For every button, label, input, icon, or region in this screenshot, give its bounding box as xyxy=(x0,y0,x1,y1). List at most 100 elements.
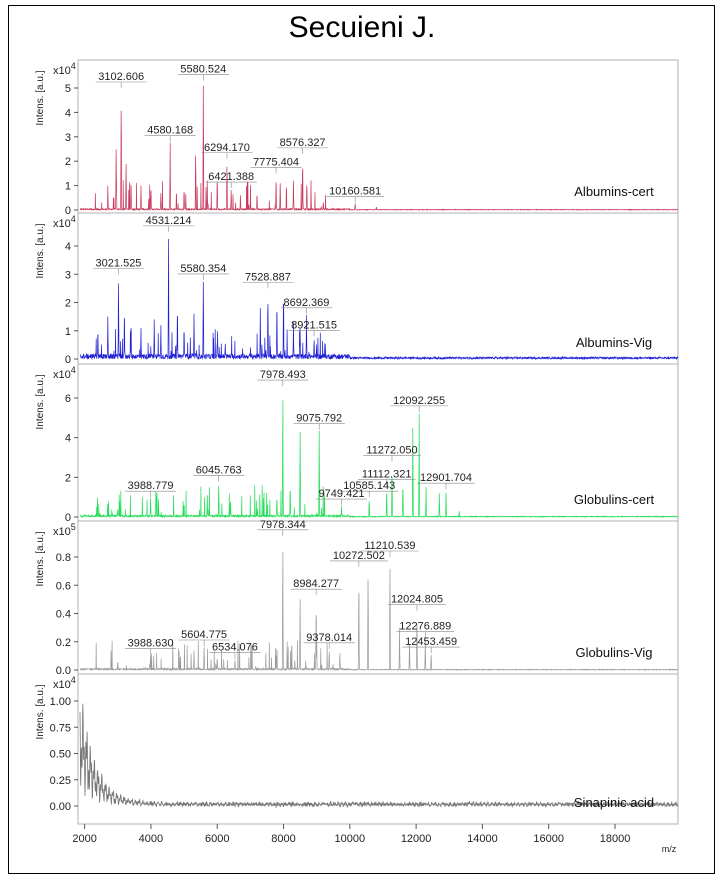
peak-label-text: 3988.779 xyxy=(128,480,174,492)
y-tick-label: 0 xyxy=(65,354,71,366)
y-tick-label: 0.4 xyxy=(56,609,71,621)
spectrum-trace xyxy=(79,400,679,519)
peak-label-text: 3021.525 xyxy=(96,257,142,269)
x-axis: 2000 4000 6000 8000 10000 12000 14000 16000 1800… xyxy=(72,824,677,854)
y-tick-label: 0.8 xyxy=(56,552,71,564)
peak-label-8921.515: 8921.515 xyxy=(288,319,340,337)
peak-label-6534.076: 6534.076 xyxy=(209,642,261,659)
x-tick-label: 12000 xyxy=(401,833,432,845)
peak-label-6045.763: 6045.763 xyxy=(193,464,245,482)
peak-label-9378.014: 9378.014 xyxy=(303,632,355,649)
y-tick-label: 5 xyxy=(65,83,71,95)
x-tick-label: 14000 xyxy=(467,833,498,845)
y-scale-factor: x104 xyxy=(53,214,76,230)
peak-label-11272.050: 11272.050 xyxy=(363,444,421,462)
peak-label-5604.775: 5604.775 xyxy=(178,629,230,646)
y-tick-label: 3 xyxy=(65,132,71,144)
y-tick-label: 0 xyxy=(65,205,71,217)
peak-label-text: 11272.050 xyxy=(366,444,417,456)
peak-label-8984.277: 8984.277 xyxy=(290,578,342,596)
y-scale-factor: x105 xyxy=(53,522,76,538)
peak-label-text: 10160.581 xyxy=(329,186,381,198)
peak-label-text: 7528.887 xyxy=(245,271,291,283)
peak-label-text: 3102.606 xyxy=(98,71,144,83)
y-tick-label: 1.00 xyxy=(50,696,71,708)
spectrum-trace xyxy=(79,238,679,361)
peak-label-7978.493: 7978.493 xyxy=(257,369,309,387)
y-axis-label: Intens. [a.u.] xyxy=(35,70,46,125)
panel-name: Sinapinic acid xyxy=(574,795,654,810)
peak-label-text: 9075.792 xyxy=(296,413,342,425)
peak-label-3988.779: 3988.779 xyxy=(124,480,177,498)
y-tick-label: 1 xyxy=(65,326,71,338)
figure-frame xyxy=(8,5,715,874)
x-tick-label: 6000 xyxy=(205,833,229,845)
y-scale-factor: x104 xyxy=(53,61,76,77)
spectrum-panel-5: 0.00 0.25 0.50 0.75 1.00 Intens. [a.u.] x104 Si… xyxy=(35,673,679,825)
peak-label-text: 7978.493 xyxy=(260,369,306,381)
y-tick-label: 6 xyxy=(65,393,71,405)
peak-label-text: 4580.168 xyxy=(147,125,193,137)
spectrum-trace xyxy=(79,551,679,672)
peak-label-7528.887: 7528.887 xyxy=(242,271,294,289)
peak-label-text: 11210.539 xyxy=(364,540,415,552)
peak-label-text: 6534.076 xyxy=(212,642,258,654)
peak-label-text: 3988.630 xyxy=(128,637,174,649)
y-scale-factor: x104 xyxy=(53,365,76,381)
spectrum-panel-2: 0 1 2 3 4 Intens. [a.u.] x104 4531.214 3021.525 5… xyxy=(35,212,679,366)
y-tick-label: 0.50 xyxy=(50,749,71,761)
peak-label-12276.889: 12276.889 xyxy=(396,621,455,638)
panel-name: Albumins-Vig xyxy=(576,335,652,350)
peak-label-text: 8692.369 xyxy=(284,297,330,309)
y-axis-label: Intens. [a.u.] xyxy=(35,531,46,586)
peak-label-12092.255: 12092.255 xyxy=(390,395,448,412)
y-tick-label: 1 xyxy=(65,181,71,193)
peak-label-6294.170: 6294.170 xyxy=(201,142,253,159)
peak-label-text: 9749.421 xyxy=(319,488,365,500)
y-tick-label: 0.6 xyxy=(56,580,71,592)
peak-label-7978.344: 7978.344 xyxy=(257,519,309,536)
x-tick-label: 8000 xyxy=(271,833,295,845)
peak-label-text: 7978.344 xyxy=(260,519,306,531)
peak-label-text: 5604.775 xyxy=(181,629,227,641)
peak-label-5580.524: 5580.524 xyxy=(177,64,229,81)
peak-label-3021.525: 3021.525 xyxy=(92,257,145,275)
peak-label-5580.354: 5580.354 xyxy=(177,263,229,280)
peak-label-text: 10272.502 xyxy=(333,550,385,562)
peak-label-text: 6294.170 xyxy=(204,142,250,154)
x-tick-label: 4000 xyxy=(139,833,163,845)
peak-label-text: 8984.277 xyxy=(293,578,339,590)
peak-label-9749.421: 9749.421 xyxy=(315,488,368,506)
peak-label-11210.539: 11210.539 xyxy=(361,540,419,557)
y-tick-label: 4 xyxy=(65,241,71,253)
peak-label-8576.327: 8576.327 xyxy=(277,137,329,154)
y-axis-label: Intens. [a.u.] xyxy=(35,684,46,739)
peak-label-text: 5580.524 xyxy=(180,64,226,76)
panel-name: Albumins-cert xyxy=(574,184,654,199)
x-axis-label: m/z xyxy=(662,844,677,854)
peak-label-12024.805: 12024.805 xyxy=(388,594,446,611)
peak-label-text: 7775.404 xyxy=(253,156,299,168)
y-tick-label: 3 xyxy=(65,269,71,281)
y-tick-label: 2 xyxy=(65,156,71,168)
spectrum-trace xyxy=(79,703,679,809)
peak-label-8692.369: 8692.369 xyxy=(280,297,333,314)
panel-name: Globulins-cert xyxy=(574,492,655,507)
peak-label-text: 10585.143 xyxy=(343,480,395,492)
peak-label-4531.214: 4531.214 xyxy=(142,215,195,232)
x-tick-label: 16000 xyxy=(533,833,564,845)
x-tick-label: 18000 xyxy=(600,833,631,845)
y-tick-label: 0.25 xyxy=(50,775,71,787)
y-tick-label: 0.2 xyxy=(56,637,71,649)
spectrum-panel-3: 0 2 4 6 Intens. [a.u.] x104 7978.493 9075.792 12… xyxy=(35,363,679,524)
spectrum-panel-1: 0 1 2 3 4 5 Intens. [a.u.] x104 3102.606 5580.524… xyxy=(35,59,679,217)
peak-label-12453.459: 12453.459 xyxy=(402,636,460,654)
y-tick-label: 0.0 xyxy=(56,665,71,677)
peak-label-text: 6045.763 xyxy=(196,464,242,476)
panel-frame xyxy=(77,673,679,825)
spectrum-trace xyxy=(79,85,679,212)
peak-label-text: 12276.889 xyxy=(399,621,451,633)
peak-label-text: 12453.459 xyxy=(405,636,457,648)
peak-label-text: 5580.354 xyxy=(180,263,226,275)
